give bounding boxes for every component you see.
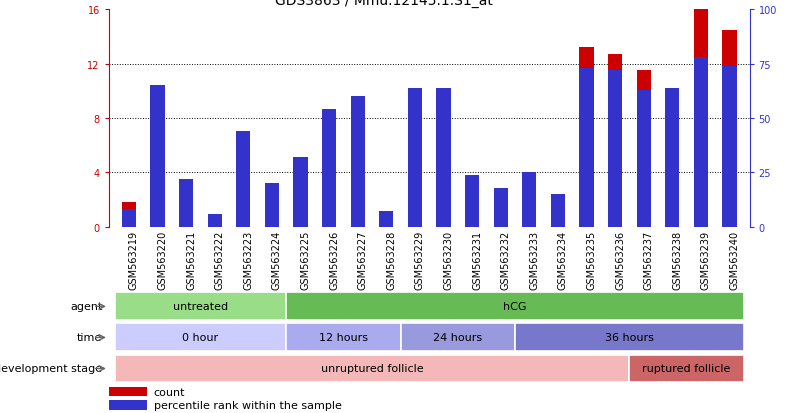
Bar	[401, 324, 515, 351]
Text: 24 hours: 24 hours	[434, 332, 482, 343]
Bar	[322, 110, 336, 227]
Text: development stage: development stage	[0, 363, 102, 374]
Text: GSM563222: GSM563222	[214, 230, 225, 290]
Bar	[264, 224, 279, 227]
Bar	[286, 293, 744, 320]
Bar	[114, 293, 286, 320]
Text: GSM563240: GSM563240	[729, 230, 740, 290]
Bar	[608, 55, 622, 227]
Bar	[122, 210, 136, 227]
Text: GSM563226: GSM563226	[329, 230, 339, 290]
Bar	[722, 31, 737, 227]
Bar	[286, 324, 401, 351]
Text: GSM563225: GSM563225	[301, 230, 310, 290]
Bar	[637, 90, 651, 227]
Bar	[694, 58, 708, 227]
Title: GDS3863 / Mmu.12145.1.S1_at: GDS3863 / Mmu.12145.1.S1_at	[276, 0, 493, 8]
Bar	[493, 188, 508, 227]
Bar	[207, 214, 222, 227]
Text: count: count	[154, 387, 185, 396]
Bar	[436, 112, 451, 227]
Text: GSM563236: GSM563236	[615, 230, 625, 290]
Bar	[236, 149, 251, 227]
Text: GSM563232: GSM563232	[501, 230, 511, 290]
Bar	[580, 48, 594, 227]
Text: GSM563234: GSM563234	[558, 230, 568, 290]
Text: GSM563228: GSM563228	[386, 230, 397, 290]
Text: GSM563233: GSM563233	[530, 230, 539, 290]
Bar	[465, 224, 480, 227]
Bar	[293, 180, 308, 227]
Bar	[207, 218, 222, 227]
Text: GSM563227: GSM563227	[358, 230, 368, 290]
Bar	[379, 212, 393, 227]
Bar	[608, 71, 622, 227]
Text: GSM563239: GSM563239	[701, 230, 711, 290]
Text: GSM563231: GSM563231	[472, 230, 482, 290]
Text: GSM563230: GSM563230	[443, 230, 454, 290]
Bar	[522, 183, 537, 227]
Text: GSM563229: GSM563229	[415, 230, 425, 290]
Bar	[515, 324, 744, 351]
Bar	[293, 158, 308, 227]
Bar	[114, 324, 286, 351]
Text: GSM563219: GSM563219	[129, 230, 139, 290]
Bar	[493, 215, 508, 227]
Bar	[637, 71, 651, 227]
Bar	[580, 69, 594, 227]
Text: untreated: untreated	[172, 301, 228, 312]
Bar	[629, 355, 744, 382]
Text: percentile rank within the sample: percentile rank within the sample	[154, 400, 342, 410]
Bar	[150, 88, 164, 227]
Bar	[122, 203, 136, 227]
Bar	[179, 179, 193, 227]
Bar	[436, 88, 451, 227]
Bar	[694, 10, 708, 227]
Bar	[379, 221, 393, 227]
Bar	[351, 97, 365, 227]
Text: GSM563237: GSM563237	[644, 230, 654, 290]
Bar	[550, 195, 565, 227]
Text: time: time	[77, 332, 102, 343]
Bar	[179, 183, 193, 227]
Bar	[665, 105, 679, 227]
Text: GSM563224: GSM563224	[272, 230, 282, 290]
Bar	[114, 355, 629, 382]
Bar	[322, 146, 336, 227]
Text: 12 hours: 12 hours	[319, 332, 368, 343]
Text: 0 hour: 0 hour	[182, 332, 218, 343]
Text: hCG: hCG	[503, 301, 527, 312]
Text: GSM563235: GSM563235	[587, 230, 596, 290]
Text: GSM563238: GSM563238	[672, 230, 683, 290]
Text: agent: agent	[70, 301, 102, 312]
Text: GSM563220: GSM563220	[157, 230, 168, 290]
Bar	[665, 88, 679, 227]
Bar	[264, 184, 279, 227]
Bar	[522, 173, 537, 227]
Bar	[109, 400, 147, 410]
Bar	[408, 98, 422, 227]
Bar	[550, 222, 565, 227]
Bar	[109, 387, 147, 396]
Text: unruptured follicle: unruptured follicle	[321, 363, 423, 374]
Bar	[351, 116, 365, 227]
Bar	[465, 175, 480, 227]
Bar	[150, 86, 164, 227]
Text: GSM563221: GSM563221	[186, 230, 196, 290]
Bar	[408, 88, 422, 227]
Text: ruptured follicle: ruptured follicle	[642, 363, 731, 374]
Bar	[236, 132, 251, 227]
Text: 36 hours: 36 hours	[605, 332, 654, 343]
Text: GSM563223: GSM563223	[243, 230, 253, 290]
Bar	[722, 66, 737, 227]
